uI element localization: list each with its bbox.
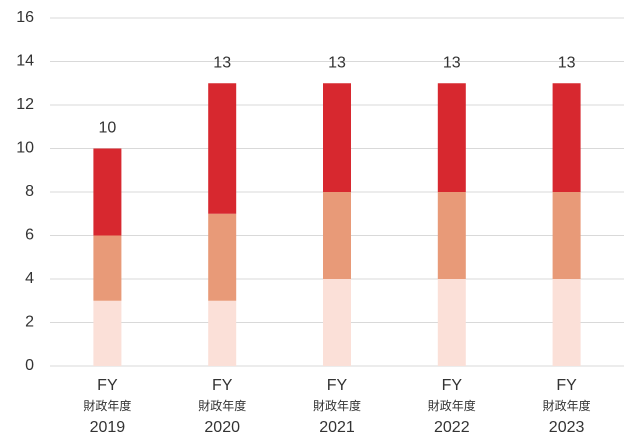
x-tick-label: 財政年度 [428, 398, 476, 413]
bar-segment [323, 192, 351, 279]
bar-segment [552, 83, 581, 192]
x-tick-label: FY [97, 377, 118, 394]
y-tick-label: 16 [16, 9, 34, 26]
y-tick-label: 14 [16, 53, 34, 70]
x-tick-label: 2020 [204, 419, 240, 433]
bar-segment [208, 213, 237, 301]
bar-segment [437, 192, 466, 279]
total-label: 13 [443, 54, 461, 71]
x-tick-label: 財政年度 [83, 398, 131, 413]
bar-segment [437, 83, 466, 192]
bar-segment [93, 148, 122, 236]
x-tick-label: 2021 [319, 419, 355, 433]
y-tick-label: 8 [25, 183, 34, 200]
x-tick-label: FY [212, 377, 233, 394]
x-tick-label: 2023 [549, 419, 585, 433]
total-label: 13 [328, 54, 346, 71]
bar-segment [323, 279, 351, 366]
bar-segment [437, 279, 466, 366]
total-label: 13 [558, 54, 576, 71]
x-tick-label: 2019 [90, 419, 126, 433]
y-tick-label: 6 [25, 227, 34, 244]
y-tick-label: 10 [16, 140, 34, 157]
total-label: 10 [99, 120, 117, 137]
bar-segment [323, 83, 351, 192]
bar-segment [208, 300, 237, 366]
x-tick-label: FY [556, 377, 577, 394]
y-tick-label: 0 [25, 357, 34, 374]
x-tick-label: 財政年度 [313, 398, 361, 413]
y-tick-label: 4 [25, 270, 34, 287]
x-tick-label: 財政年度 [543, 398, 591, 413]
bar-segment [208, 83, 237, 214]
total-label: 13 [213, 54, 231, 71]
x-tick-label: 財政年度 [198, 398, 246, 413]
x-tick-label: FY [327, 377, 348, 394]
x-tick-label: 2022 [434, 419, 470, 433]
bar-segment [93, 300, 122, 366]
y-tick-label: 2 [25, 314, 34, 331]
y-tick-label: 12 [16, 96, 34, 113]
bar-segment [552, 279, 581, 366]
bar-segment [552, 192, 581, 279]
bar-segment [93, 235, 122, 301]
x-tick-label: FY [442, 377, 463, 394]
